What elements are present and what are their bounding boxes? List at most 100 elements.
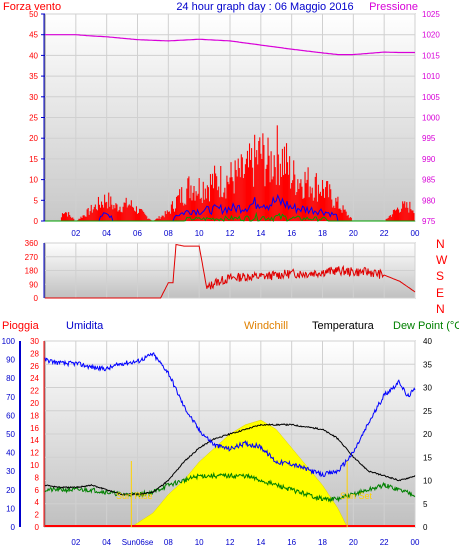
- x-tick-label: 02: [71, 229, 80, 238]
- legend-temperature: Temperatura: [312, 320, 375, 332]
- humidity-axis-tick-label: 60: [6, 411, 15, 420]
- humidity-axis-tick-label: 100: [2, 337, 16, 346]
- pressure-axis-tick-label: 995: [422, 134, 436, 143]
- dewpoint-line: [44, 471, 416, 503]
- x-tick-label: 04: [102, 229, 111, 238]
- pressure-axis-tick-label: 1010: [422, 72, 440, 81]
- temp-axis-tick-label: 10: [423, 477, 432, 486]
- x-tick-label: 08: [164, 229, 173, 238]
- humidity-axis-tick-label: 30: [6, 467, 15, 476]
- x-tick-label: 02: [71, 538, 80, 547]
- compass-n-top: N: [436, 237, 445, 251]
- temp-axis-tick-label: 25: [423, 407, 432, 416]
- rain-axis-tick-label: 0: [35, 523, 40, 532]
- temp-axis-tick-label: 35: [423, 360, 432, 369]
- wind-min-line: [45, 211, 415, 223]
- pressure-axis-tick-label: 980: [422, 196, 436, 205]
- direction-axis-tick-label: 270: [25, 253, 39, 262]
- sunset-label: Sun Set: [340, 491, 373, 501]
- wind-axis-tick-label: 25: [29, 114, 38, 123]
- chart-title: 24 hour graph day : 06 Maggio 2016: [176, 1, 353, 13]
- rain-axis-tick-label: 22: [30, 387, 39, 396]
- pressure-axis-tick-label: 1015: [422, 51, 440, 60]
- x-tick-label: 16: [287, 229, 296, 238]
- sunrise-label: Sun Rise: [116, 491, 153, 501]
- pressure-axis-tick-label: 985: [422, 176, 436, 185]
- temp-axis-tick-label: 20: [423, 430, 432, 439]
- rain-axis-tick-label: 18: [30, 411, 39, 420]
- pressure-axis-tick-label: 990: [422, 155, 436, 164]
- rain-axis-tick-label: 2: [35, 511, 40, 520]
- x-tick-label: 00: [411, 538, 420, 547]
- temp-axis-tick-label: 30: [423, 384, 432, 393]
- rain-axis-tick-label: 30: [30, 337, 39, 346]
- wind-axis-tick-label: 45: [29, 31, 38, 40]
- wind-direction-plot: 0 90 180 270 360: [25, 239, 416, 303]
- temperature-line: [44, 423, 416, 496]
- wind-axis-tick-label: 10: [29, 176, 38, 185]
- direction-axis-tick-label: 90: [29, 280, 38, 289]
- humidity-axis-tick-label: 50: [6, 430, 15, 439]
- x-tick-label: 16: [287, 538, 296, 547]
- wind-axis-tick-label: 15: [29, 155, 38, 164]
- legend-dewpoint: Dew Point (°C: [393, 320, 459, 332]
- humidity-axis-tick-label: 40: [6, 449, 15, 458]
- pressure-axis-tick-label: 1005: [422, 93, 440, 102]
- temp-axis-tick-label: 40: [423, 337, 432, 346]
- legend-humidity: Umidita: [66, 320, 104, 332]
- humidity-axis-tick-label: 10: [6, 504, 15, 513]
- x-tick-label: 22: [380, 538, 389, 547]
- x-tick-label: 14: [256, 229, 265, 238]
- wind-axis-tick-label: 20: [29, 134, 38, 143]
- wind-direction-line: [45, 243, 416, 299]
- wind-axis-tick-label: 0: [34, 217, 39, 226]
- pressure-axis-tick-label: 1000: [422, 114, 440, 123]
- x-tick-label: 10: [195, 538, 204, 547]
- humidity-axis-tick-label: 0: [11, 523, 16, 532]
- wind-axis-tick-label: 50: [29, 10, 38, 19]
- rain-axis-tick-label: 4: [35, 498, 40, 507]
- rain-axis-tick-label: 24: [30, 374, 39, 383]
- x-tick-label: 04: [102, 538, 111, 547]
- humidity-axis-tick-label: 80: [6, 374, 15, 383]
- x-tick-label: 20: [349, 229, 358, 238]
- rain-axis-tick-label: 14: [30, 436, 39, 445]
- temp-axis-tick-label: 15: [423, 453, 432, 462]
- pressure-axis-tick-label: 1025: [422, 10, 440, 19]
- x-tick-label: 10: [195, 229, 204, 238]
- rain-axis-tick-label: 10: [30, 461, 39, 470]
- wind-pressure-plot: 0510152025303540455097598098599099510001…: [29, 10, 440, 238]
- legend-rain: Pioggia: [2, 320, 40, 332]
- humidity-axis-tick-label: 70: [6, 393, 15, 402]
- x-tick-label: 14: [256, 538, 265, 547]
- pressure-axis-tick-label: 1020: [422, 31, 440, 40]
- wind-axis-tick-label: 5: [34, 196, 39, 205]
- rain-axis-tick-label: 12: [30, 449, 39, 458]
- x-tick-label: 12: [226, 538, 235, 547]
- x-tick-label: 20: [349, 538, 358, 547]
- x-tick-label: 06: [133, 229, 142, 238]
- x-tick-label: 22: [380, 229, 389, 238]
- x-tick-label: 18: [318, 538, 327, 547]
- humidity-axis-tick-label: 90: [6, 356, 15, 365]
- pressure-line: [45, 34, 415, 56]
- rain-axis-tick-label: 26: [30, 362, 39, 371]
- x-tick-label: 18: [318, 229, 327, 238]
- compass-w: W: [436, 253, 448, 267]
- x-tick-label: 12: [226, 229, 235, 238]
- compass-n-bottom: N: [436, 302, 445, 316]
- x-tick-label: 00: [411, 229, 420, 238]
- pressure-axis-tick-label: 975: [422, 217, 436, 226]
- direction-axis-tick-label: 180: [25, 267, 39, 276]
- rain-hum-temp-plot: 0510152025303540010203040506070809010002…: [2, 337, 433, 547]
- rain-axis-tick-label: 28: [30, 349, 39, 358]
- legend-windchill: Windchill: [244, 320, 288, 332]
- rain-axis-tick-label: 16: [30, 424, 39, 433]
- compass-s: S: [436, 269, 444, 283]
- rain-axis-tick-label: 8: [35, 473, 40, 482]
- x-tick-label: 08: [164, 538, 173, 547]
- wind-axis-tick-label: 40: [29, 51, 38, 60]
- humidity-axis-tick-label: 20: [6, 486, 15, 495]
- wind-force-label: Forza vento: [3, 1, 61, 13]
